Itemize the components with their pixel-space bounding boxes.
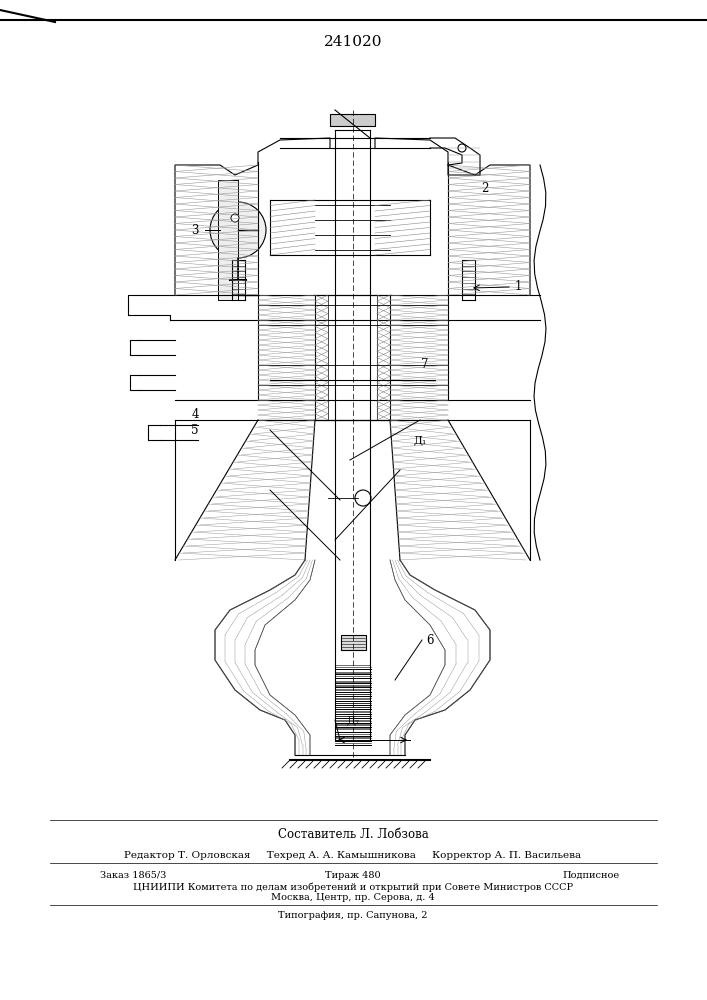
Bar bbox=[218, 180, 238, 300]
Text: Заказ 1865/3: Заказ 1865/3 bbox=[100, 870, 166, 880]
Text: ЦНИИПИ Комитета по делам изобретений и открытий при Совете Министров СССР: ЦНИИПИ Комитета по делам изобретений и о… bbox=[133, 882, 573, 892]
Circle shape bbox=[355, 490, 371, 506]
Circle shape bbox=[231, 214, 239, 222]
Circle shape bbox=[210, 202, 266, 258]
Text: 3: 3 bbox=[192, 224, 199, 236]
Text: Д₂: Д₂ bbox=[346, 715, 360, 725]
Text: Составитель Л. Лобзова: Составитель Л. Лобзова bbox=[278, 828, 428, 842]
Text: Типография, пр. Сапунова, 2: Типография, пр. Сапунова, 2 bbox=[279, 912, 428, 920]
Text: 2: 2 bbox=[481, 182, 489, 194]
Text: 6: 6 bbox=[426, 634, 434, 647]
Circle shape bbox=[458, 144, 466, 152]
Text: 241020: 241020 bbox=[324, 35, 382, 49]
Text: Москва, Центр, пр. Серова, д. 4: Москва, Центр, пр. Серова, д. 4 bbox=[271, 894, 435, 902]
Text: Редактор Т. Орловская     Техред А. А. Камышникова     Корректор А. П. Васильева: Редактор Т. Орловская Техред А. А. Камыш… bbox=[124, 850, 582, 859]
Text: Д₁: Д₁ bbox=[414, 435, 427, 445]
Text: Тираж 480: Тираж 480 bbox=[325, 870, 381, 880]
Bar bbox=[330, 114, 375, 126]
Text: 7: 7 bbox=[421, 359, 428, 371]
Text: 1: 1 bbox=[514, 280, 522, 294]
Text: 4: 4 bbox=[192, 408, 199, 422]
Text: Подписное: Подписное bbox=[563, 870, 620, 880]
Bar bbox=[341, 635, 366, 650]
Text: 5: 5 bbox=[192, 424, 199, 436]
